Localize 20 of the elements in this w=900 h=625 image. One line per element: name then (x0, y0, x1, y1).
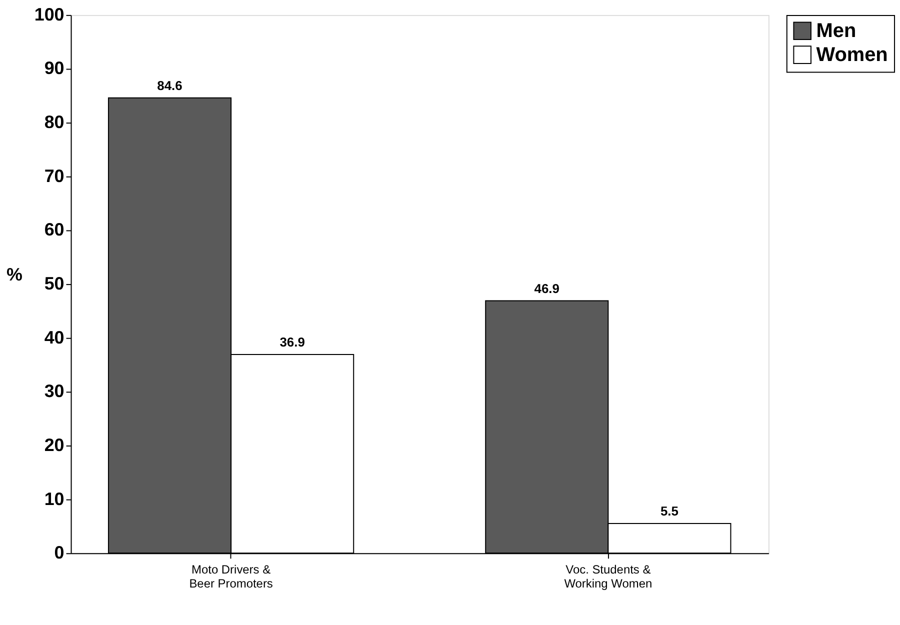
y-tick-label: 90 (44, 58, 64, 78)
x-tick-label: Moto Drivers & Beer Promoters (189, 562, 273, 591)
legend-label: Women (816, 44, 888, 66)
y-tick-label: 40 (44, 327, 64, 348)
y-tick-label: 20 (44, 434, 64, 455)
y-tick-label: 60 (44, 220, 64, 240)
y-axis-title: % (6, 264, 22, 285)
y-tick-label: 100 (34, 4, 64, 24)
data-label: 5.5 (660, 504, 678, 519)
y-tick-label: 50 (44, 274, 64, 294)
data-label: 84.6 (157, 78, 182, 93)
y-tick-label: 10 (44, 488, 64, 509)
data-label: 36.9 (280, 334, 305, 350)
y-tick-label: 30 (44, 381, 64, 402)
x-tick-label: Voc. Students & Working Women (564, 562, 652, 591)
data-label: 46.9 (534, 280, 560, 296)
y-tick-label: 0 (54, 542, 64, 563)
y-tick-label: 70 (44, 166, 64, 186)
y-tick-label: 80 (44, 112, 64, 132)
legend-label: Men (816, 20, 856, 42)
